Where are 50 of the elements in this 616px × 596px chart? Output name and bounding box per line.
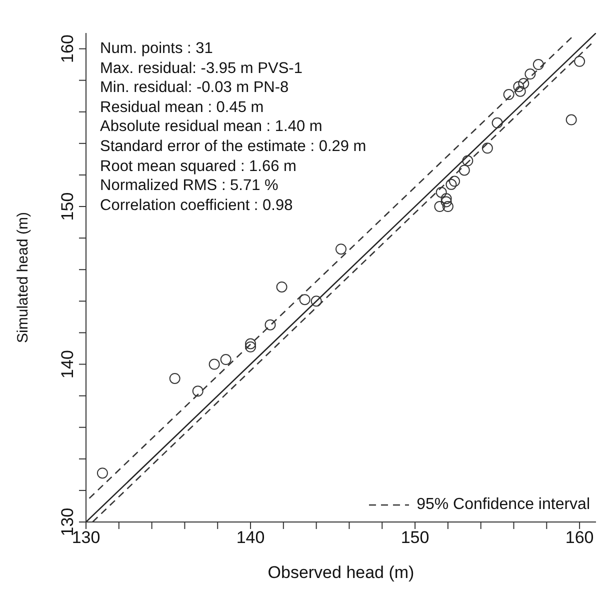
point — [482, 142, 493, 154]
annotation: Num. points : 31 — [100, 39, 214, 59]
y-tick-label: 140 — [58, 350, 77, 378]
annotation: Standard error of the estimate : 0.29 m — [100, 136, 366, 157]
annotation: Residual mean : 0.45 m — [100, 98, 265, 118]
point — [440, 196, 452, 208]
point — [532, 59, 544, 70]
point — [245, 338, 256, 350]
annotation: Absolute residual mean : 1.40 m — [100, 117, 324, 137]
point — [169, 372, 180, 384]
point — [492, 117, 503, 128]
point — [449, 176, 460, 187]
point — [310, 296, 322, 307]
x-tick-label: 160 — [565, 528, 594, 548]
point — [440, 193, 452, 204]
point — [96, 468, 108, 479]
point — [276, 281, 288, 292]
y-axis-title: Simulated head (m) — [14, 212, 32, 343]
x-tick-label: 130 — [72, 528, 100, 548]
point — [518, 78, 530, 89]
annotation: Root mean squared : 1.66 m — [100, 156, 298, 176]
point — [208, 358, 220, 370]
annotation: Correlation coefficient : 0.98 — [100, 196, 294, 216]
x-tick-label: 150 — [400, 528, 430, 548]
point — [566, 114, 577, 126]
x-tick-label: 140 — [236, 528, 265, 548]
y-tick-label: 150 — [58, 192, 77, 221]
point — [264, 319, 276, 330]
point — [436, 186, 447, 198]
annotation: Min. residual: -0.03 m PN-8 — [100, 78, 290, 98]
legend-label: 95% Confidence interval — [416, 496, 590, 514]
point — [458, 164, 470, 176]
point — [503, 89, 514, 100]
point — [192, 386, 204, 397]
point — [442, 201, 454, 212]
point — [220, 354, 232, 366]
point — [336, 244, 346, 255]
x-axis-title: Observed head (m) — [268, 563, 414, 582]
point — [462, 155, 474, 166]
point — [524, 68, 536, 80]
point — [514, 86, 526, 97]
point — [574, 56, 586, 67]
annotation: Normalized RMS : 5.71 % — [100, 176, 280, 196]
annotation: Max. residual: -3.95 m PVS-1 — [100, 58, 304, 78]
point — [299, 294, 310, 306]
point — [446, 178, 457, 190]
point — [245, 341, 256, 352]
point — [513, 81, 524, 92]
point — [434, 201, 446, 212]
y-tick-label: 160 — [58, 34, 77, 63]
